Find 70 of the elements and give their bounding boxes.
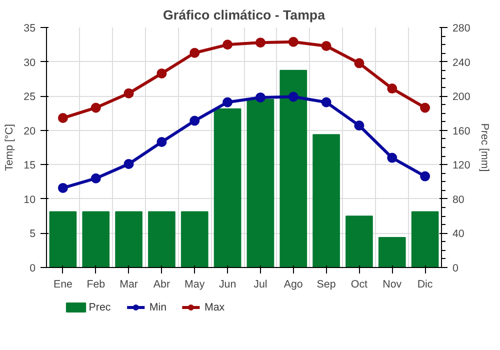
point	[156, 137, 167, 148]
point	[190, 48, 200, 58]
x-tick-label: Jun	[218, 278, 236, 290]
point	[90, 102, 101, 113]
y-tick-label: 35	[24, 22, 36, 34]
point	[288, 36, 298, 47]
y-tick-label: 15	[24, 160, 36, 172]
point	[354, 120, 364, 131]
bar	[82, 211, 110, 268]
y-tick-label: 30	[24, 56, 36, 69]
y2-tick-label: 0	[452, 262, 458, 274]
point	[354, 58, 364, 68]
bar	[115, 211, 142, 268]
legend-label: Max	[204, 302, 226, 314]
point	[156, 68, 167, 78]
y2-axis-title: Prec [mm]	[478, 123, 490, 172]
y2-tick-label: 120	[452, 160, 470, 172]
y2-tick-label: 280	[452, 22, 470, 34]
bar	[280, 70, 308, 268]
chart-title: Gráfico climático - Tampa	[163, 8, 326, 22]
point	[420, 171, 430, 182]
x-tick-label: Dic	[417, 278, 434, 290]
legend-label: Min	[149, 302, 167, 314]
y2-tick-label: 200	[452, 91, 470, 104]
y-tick-label: 10	[24, 194, 36, 206]
bar	[49, 211, 77, 268]
x-tick-label: Sep	[316, 278, 336, 290]
y2-tick-label: 40	[452, 228, 464, 240]
point	[222, 40, 233, 50]
x-tick-label: Mar	[120, 278, 138, 290]
y-tick-label: 0	[30, 262, 36, 274]
bar	[312, 134, 340, 268]
y-axis-title: Temp [°C]	[4, 124, 16, 171]
bar	[378, 237, 406, 268]
y2-tick-label: 160	[452, 125, 470, 138]
point	[190, 116, 200, 126]
bar	[246, 99, 274, 268]
x-tick-label: Ago	[284, 278, 303, 290]
x-tick-label: Feb	[86, 278, 106, 290]
point	[90, 173, 101, 184]
x-tick-label: Abr	[153, 278, 170, 290]
point	[222, 97, 233, 108]
point	[58, 182, 68, 193]
y-tick-label: 20	[24, 125, 36, 138]
y-tick-label: 5	[30, 228, 36, 240]
x-tick-label: May	[184, 278, 206, 290]
y2-tick-label: 80	[452, 194, 464, 206]
point	[124, 88, 134, 98]
point	[288, 92, 298, 102]
point	[321, 97, 332, 108]
point	[387, 152, 398, 163]
x-tick-label: Ene	[53, 278, 73, 290]
point	[321, 41, 332, 52]
point	[420, 102, 430, 113]
point	[255, 92, 266, 102]
point	[387, 84, 398, 94]
bar	[148, 211, 176, 268]
y2-tick-label: 240	[452, 56, 470, 69]
bar	[346, 216, 373, 268]
point	[58, 113, 68, 124]
bar	[214, 108, 242, 268]
x-tick-label: Nov	[382, 278, 402, 290]
bar	[411, 211, 439, 268]
point	[124, 158, 134, 169]
bar	[180, 211, 208, 268]
x-tick-label: Oct	[350, 278, 368, 290]
point	[255, 38, 266, 48]
legend-label: Prec	[88, 302, 112, 314]
x-tick-label: Jul	[254, 278, 268, 290]
y-tick-label: 25	[24, 91, 36, 104]
